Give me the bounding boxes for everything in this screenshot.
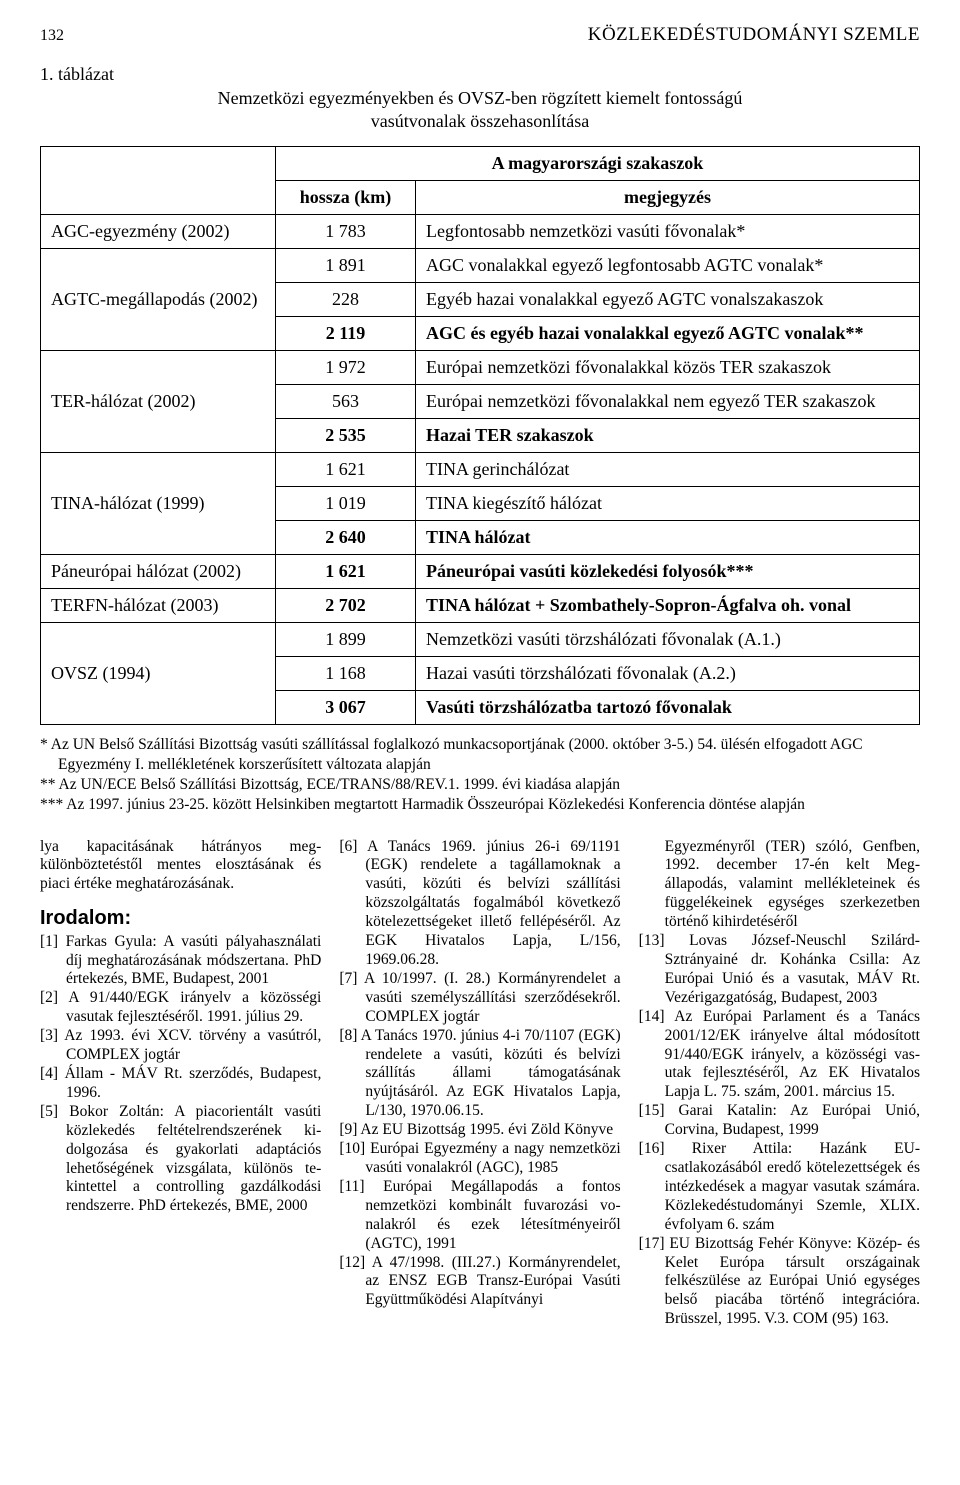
ref-5: [5] Bokor Zoltán: A piacorientált vasúti… [40, 1103, 321, 1216]
ref-7: [7] A 10/1997. (I. 28.) Kormányrendelet … [339, 970, 620, 1027]
note-cell: Hazai vasúti törzshálózati fővonalak (A.… [416, 657, 920, 691]
ref-14: [14] Az Európai Parlament és a Tanács 20… [639, 1008, 920, 1103]
length-cell: 2 119 [276, 317, 416, 351]
note-cell: TINA hálózat + Szombathely-Sopron-Ágfalv… [416, 589, 920, 623]
table-header-span: A magyarországi szakaszok [276, 147, 920, 181]
ref-8: [8] A Tanács 1970. június 4-i 70/1107 (E… [339, 1027, 620, 1122]
row-name-cell: OVSZ (1994) [41, 623, 276, 725]
length-cell: 563 [276, 385, 416, 419]
table-subtitle: Nemzetközi egyezményekben és OVSZ-ben rö… [170, 87, 790, 132]
length-cell: 3 067 [276, 691, 416, 725]
row-name-cell: TERFN-hálózat (2003) [41, 589, 276, 623]
length-cell: 1 899 [276, 623, 416, 657]
note-cell: AGC és egyéb hazai vonalakkal egyező AGT… [416, 317, 920, 351]
text-columns: lya kapacitásának hátrányos meg­különböz… [40, 838, 920, 1330]
page-header: 132 KÖZLEKEDÉSTUDOMÁNYI SZEMLE [40, 24, 920, 46]
row-name-cell: Páneurópai hálózat (2002) [41, 555, 276, 589]
row-name-cell: TER-hálózat (2002) [41, 351, 276, 453]
footnote-2: ** Az UN/ECE Belső Szállítási Bizottság,… [40, 775, 920, 795]
length-cell: 1 783 [276, 215, 416, 249]
ref-6: [6] A Tanács 1969. június 26-i 69/1191 (… [339, 838, 620, 970]
ref-9: [9] Az EU Bizottság 1995. évi Zöld Könyv… [339, 1121, 620, 1140]
column-2: [6] A Tanács 1969. június 26-i 69/1191 (… [339, 838, 620, 1330]
length-cell: 1 621 [276, 555, 416, 589]
note-cell: Nemzetközi vasúti törzshálózati fővonala… [416, 623, 920, 657]
length-cell: 228 [276, 283, 416, 317]
page-number: 132 [40, 27, 64, 45]
lead-paragraph: lya kapacitásának hátrányos meg­különböz… [40, 838, 321, 895]
ref-13: [13] Lovas József-Neuschl Szilárd-Sztrán… [639, 932, 920, 1008]
ref-16: [16] Rixer Attila: Hazánk EU-csatlakozás… [639, 1140, 920, 1235]
row-name-cell: TINA-hálózat (1999) [41, 453, 276, 555]
length-cell: 1 891 [276, 249, 416, 283]
journal-title: KÖZLEKEDÉSTUDOMÁNYI SZEMLE [588, 24, 920, 46]
table-row: AGTC-megállapodás (2002)1 891AGC vonalak… [41, 249, 920, 283]
table-row: Páneurópai hálózat (2002)1 621Páneurópai… [41, 555, 920, 589]
table-footnotes: * Az UN Belső Szállítási Bizottság vasút… [40, 735, 920, 816]
bibliography-heading: Irodalom: [40, 906, 321, 930]
footnote-1: * Az UN Belső Szállítási Bizottság vasút… [40, 735, 920, 775]
col-note-header: megjegyzés [416, 181, 920, 215]
footnote-3: *** Az 1997. június 23-25. között Helsin… [40, 795, 920, 815]
length-cell: 1 168 [276, 657, 416, 691]
length-cell: 1 972 [276, 351, 416, 385]
note-cell: TINA hálózat [416, 521, 920, 555]
table-row: TINA-hálózat (1999)1 621TINA gerinchálóz… [41, 453, 920, 487]
ref-3: [3] Az 1993. évi XCV. törvény a vasút­ró… [40, 1027, 321, 1065]
ref-15: [15] Garai Katalin: Az Európai Unió, Cor… [639, 1102, 920, 1140]
ref-2: [2] A 91/440/EGK irányelv a közösségi va… [40, 989, 321, 1027]
note-cell: Európai nemzetközi fővonalakkal közös TE… [416, 351, 920, 385]
length-cell: 1 621 [276, 453, 416, 487]
ref-11: [11] Európai Megállapodás a fontos nemze… [339, 1178, 620, 1254]
length-cell: 2 702 [276, 589, 416, 623]
ref-12-cont: Egyezményről (TER) szóló, Genf­ben, 1992… [639, 838, 920, 933]
column-1: lya kapacitásának hátrányos meg­különböz… [40, 838, 321, 1330]
table-row: TERFN-hálózat (2003)2 702TINA hálózat + … [41, 589, 920, 623]
row-name-cell: AGTC-megállapodás (2002) [41, 249, 276, 351]
note-cell: Hazai TER szakaszok [416, 419, 920, 453]
table-caption: 1. táblázat [40, 64, 920, 85]
ref-1: [1] Farkas Gyula: A vasúti pályahaszná­l… [40, 933, 321, 990]
note-cell: TINA kiegészítő hálózat [416, 487, 920, 521]
note-cell: Legfontosabb nemzetközi vasúti fővonalak… [416, 215, 920, 249]
table-row: TER-hálózat (2002)1 972Európai nemzetköz… [41, 351, 920, 385]
column-3: Egyezményről (TER) szóló, Genf­ben, 1992… [639, 838, 920, 1330]
comparison-table: A magyarországi szakaszok hossza (km) me… [40, 146, 920, 725]
table-row: AGC-egyezmény (2002)1 783Legfontosabb ne… [41, 215, 920, 249]
table-row: OVSZ (1994)1 899Nemzetközi vasúti törzsh… [41, 623, 920, 657]
length-cell: 2 640 [276, 521, 416, 555]
note-cell: Európai nemzetközi fővonalakkal nem egye… [416, 385, 920, 419]
ref-17: [17] EU Bizottság Fehér Könyve: Közép- é… [639, 1235, 920, 1330]
ref-12: [12] A 47/1998. (III.27.) Kormányrende­l… [339, 1254, 620, 1311]
note-cell: Egyéb hazai vonalakkal egyező AGTC vonal… [416, 283, 920, 317]
ref-10: [10] Európai Egyezmény a nagy nemzet­köz… [339, 1140, 620, 1178]
length-cell: 2 535 [276, 419, 416, 453]
note-cell: TINA gerinchálózat [416, 453, 920, 487]
note-cell: Vasúti törzshálózatba tartozó fővonalak [416, 691, 920, 725]
length-cell: 1 019 [276, 487, 416, 521]
ref-4: [4] Állam - MÁV Rt. szerződés, Buda­pest… [40, 1065, 321, 1103]
note-cell: Páneurópai vasúti közlekedési folyosók**… [416, 555, 920, 589]
note-cell: AGC vonalakkal egyező legfontosabb AGTC … [416, 249, 920, 283]
row-name-cell: AGC-egyezmény (2002) [41, 215, 276, 249]
col-length-header: hossza (km) [276, 181, 416, 215]
